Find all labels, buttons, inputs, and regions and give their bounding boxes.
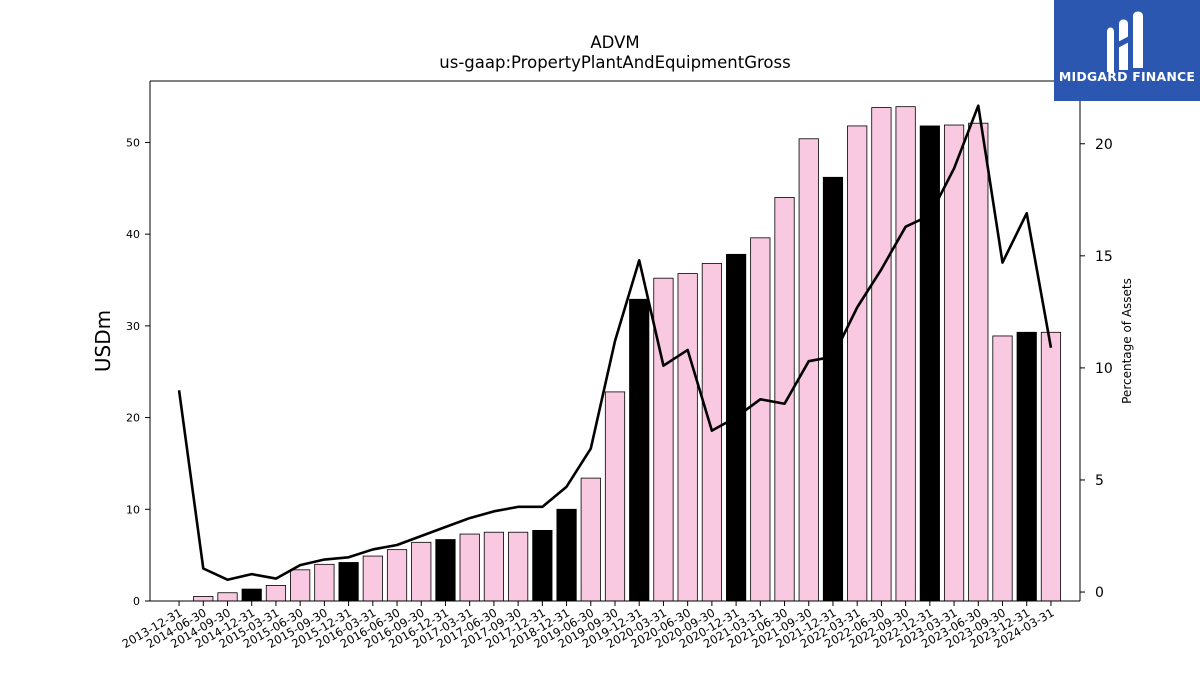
bar [508, 531, 529, 602]
bar [677, 273, 698, 602]
bar [338, 562, 359, 602]
bar [943, 124, 965, 602]
logo-text: MIDGARD FINANCE [1058, 69, 1196, 84]
y2-tick-label: 0 [1095, 585, 1104, 601]
bar [774, 197, 795, 602]
bar [798, 138, 819, 602]
bar [726, 253, 747, 602]
bar [435, 539, 456, 602]
bar [822, 176, 844, 602]
bar [895, 106, 916, 602]
y-tick-label: 30 [126, 320, 140, 333]
y2-tick-label: 10 [1095, 361, 1113, 377]
bar [847, 125, 868, 602]
y-tick-label: 20 [126, 412, 140, 425]
line-layer [177, 104, 1053, 582]
y-tick-label: 0 [133, 595, 140, 608]
bar [871, 107, 892, 602]
bar [919, 125, 940, 602]
bar [701, 263, 722, 602]
y-tick-label: 50 [126, 136, 140, 149]
y2-tick-label: 15 [1095, 249, 1113, 265]
bar [386, 549, 408, 602]
bar [290, 569, 311, 602]
y-tick-label: 10 [126, 503, 140, 516]
bar [265, 585, 287, 602]
bar [1016, 331, 1037, 602]
bar [314, 563, 335, 602]
bar [556, 508, 577, 602]
y-axis-label: USDm [91, 310, 115, 372]
chart-subtitle: us-gaap:PropertyPlantAndEquipmentGross [439, 53, 790, 72]
bar [653, 277, 674, 602]
bar [362, 555, 383, 602]
bar [411, 541, 432, 602]
bar [532, 529, 553, 602]
chart-title: ADVM [590, 33, 639, 52]
bar [604, 391, 626, 602]
bar [1040, 331, 1062, 602]
bar [629, 298, 650, 602]
bar [193, 596, 214, 602]
bars-layer [193, 106, 1062, 602]
y2-axis-label: Percentage of Assets [1120, 278, 1134, 404]
y2-tick-label: 5 [1095, 473, 1104, 489]
bar [241, 588, 262, 602]
midgard-logo-icon [1107, 11, 1143, 72]
y-tick-label: 40 [126, 228, 140, 241]
bar [968, 122, 989, 602]
y2-tick-label: 20 [1095, 137, 1113, 153]
bar [992, 335, 1013, 602]
bar [750, 237, 771, 602]
bar [217, 592, 238, 602]
bar [459, 533, 480, 602]
bar [580, 477, 601, 602]
percentage-line [177, 104, 1053, 582]
bar [483, 531, 505, 602]
